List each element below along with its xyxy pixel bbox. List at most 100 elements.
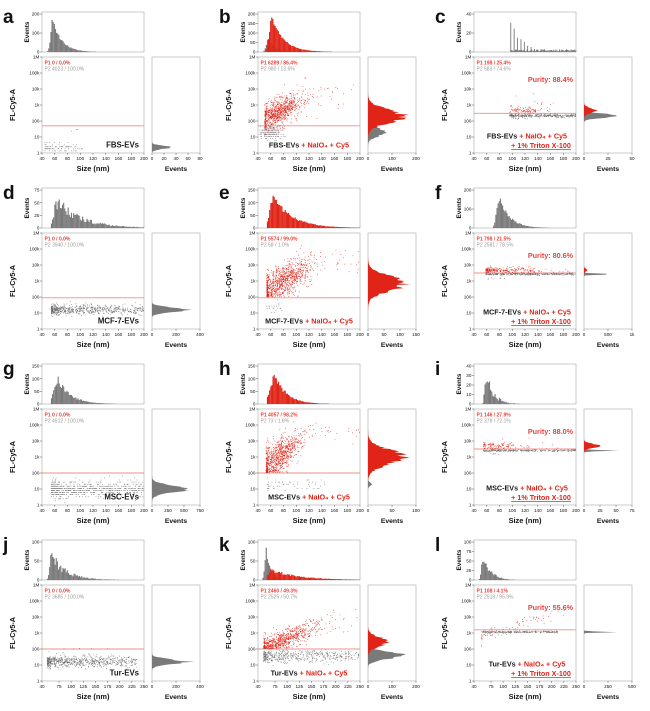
svg-text:50: 50 (250, 213, 256, 218)
svg-text:10k: 10k (248, 263, 256, 268)
svg-text:120: 120 (305, 332, 313, 337)
stat-p2: P2 3685 / 100.0% (45, 595, 85, 601)
top-events-label: Events (24, 21, 31, 42)
svg-text:200: 200 (356, 332, 364, 337)
scatter-cluster-red (483, 439, 530, 450)
stat-p2: P2 378 / 72.1% (477, 419, 512, 425)
svg-text:500: 500 (180, 508, 188, 513)
right-hist-frame (584, 409, 632, 505)
stat-p2: P2 4023 / 100.0% (45, 67, 85, 73)
svg-text:1k: 1k (251, 455, 257, 460)
svg-text:250: 250 (164, 508, 172, 513)
svg-text:10k: 10k (248, 615, 256, 620)
y-axis-label: FL-Cy5-A (440, 89, 449, 121)
right-hist-frame (368, 585, 416, 681)
stat-p2: P2 3940 / 100.0% (45, 243, 85, 249)
svg-text:1: 1 (469, 327, 472, 332)
svg-text:10k: 10k (464, 87, 472, 92)
svg-text:10k: 10k (464, 439, 472, 444)
top-events-label: Events (240, 549, 247, 570)
svg-text:1: 1 (253, 151, 256, 156)
svg-text:150: 150 (524, 684, 532, 689)
svg-text:10k: 10k (248, 87, 256, 92)
right-hist-red (368, 233, 411, 329)
right-hist-gray (584, 409, 619, 505)
svg-text:40: 40 (471, 156, 477, 161)
sample-label: Tur-EVs + NaIO₄ + Cy5 (489, 660, 566, 669)
purity-value: Purity: 88.0% (528, 427, 574, 436)
svg-text:100k: 100k (245, 247, 256, 252)
svg-text:10: 10 (250, 135, 256, 140)
scatter-cluster-gray (481, 631, 558, 634)
stat-p2: P2 2581 / 78.5% (477, 243, 515, 249)
svg-text:10: 10 (34, 135, 40, 140)
sample-label: FBS-EVs (106, 141, 140, 150)
svg-text:100k: 100k (461, 423, 472, 428)
svg-text:100: 100 (248, 540, 256, 545)
right-hist-gray (152, 585, 194, 681)
svg-text:50: 50 (250, 40, 256, 45)
svg-text:150: 150 (248, 21, 256, 26)
svg-text:1: 1 (37, 503, 40, 508)
right-hist-red (584, 57, 598, 153)
stat-p2: P2 2518 / 95.9% (477, 595, 515, 601)
svg-text:10: 10 (34, 487, 40, 492)
right-hist-frame (584, 57, 632, 153)
right-events-label: Events (597, 518, 620, 525)
svg-text:40: 40 (39, 508, 45, 513)
svg-text:180: 180 (343, 508, 351, 513)
right-events-label: Events (165, 694, 188, 701)
svg-text:100: 100 (32, 295, 40, 300)
svg-text:0: 0 (151, 332, 154, 337)
scatter-cluster-gray (51, 302, 144, 318)
svg-text:200: 200 (248, 12, 256, 17)
svg-text:160: 160 (115, 508, 123, 513)
right-hist-frame (584, 585, 632, 681)
svg-text:100k: 100k (245, 71, 256, 76)
svg-text:1k: 1k (251, 279, 257, 284)
svg-text:10: 10 (34, 311, 40, 316)
y-axis-label: FL-Cy5-A (8, 89, 17, 121)
scatter-cluster-gray (47, 652, 137, 670)
sample-label-line2: + 1% Triton X-100 (511, 317, 571, 326)
svg-text:140: 140 (534, 508, 542, 513)
svg-text:100: 100 (464, 119, 472, 124)
svg-text:75: 75 (56, 684, 62, 689)
svg-text:125: 125 (295, 684, 303, 689)
svg-text:10k: 10k (464, 263, 472, 268)
svg-text:100k: 100k (461, 599, 472, 604)
svg-text:100: 100 (67, 684, 75, 689)
svg-text:1M: 1M (465, 407, 472, 412)
x-axis-label: Size (nm) (293, 164, 326, 173)
svg-text:175: 175 (104, 684, 112, 689)
svg-text:100: 100 (32, 540, 40, 545)
svg-text:80: 80 (65, 332, 71, 337)
svg-text:100: 100 (32, 647, 40, 652)
svg-text:50: 50 (613, 508, 619, 513)
y-axis-label: FL-Cy5-A (8, 265, 17, 297)
svg-text:1M: 1M (33, 407, 40, 412)
svg-text:40: 40 (255, 332, 261, 337)
svg-text:180: 180 (343, 332, 351, 337)
svg-text:200: 200 (332, 684, 340, 689)
y-axis-label: FL-Cy5-A (224, 265, 233, 297)
svg-text:100k: 100k (245, 599, 256, 604)
sample-label-line2: + 1% Triton X-100 (511, 493, 571, 502)
panel-letter: l (435, 535, 440, 556)
scatter-cluster-red (520, 438, 557, 450)
top-events-label: Events (240, 21, 247, 42)
svg-text:180: 180 (127, 156, 135, 161)
top-hist-frame (474, 188, 576, 228)
main-scatter: P1 108 / 4.1%P2 2518 / 95.9%Purity: 55.6… (461, 583, 580, 689)
x-axis-label: Size (nm) (77, 692, 110, 701)
